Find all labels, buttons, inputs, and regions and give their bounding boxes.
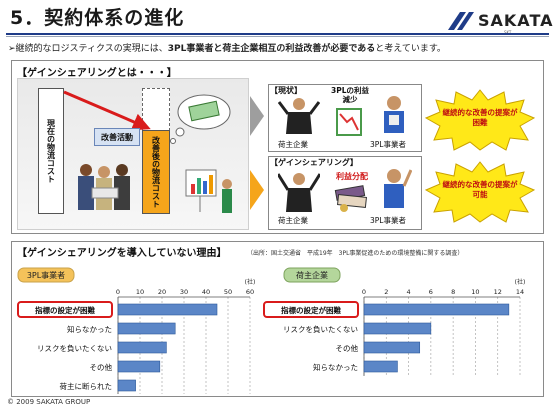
chart1-tick-label: 6 bbox=[429, 288, 433, 296]
provider-worker-icon bbox=[384, 96, 404, 133]
chart0-tick-label: 0 bbox=[116, 288, 120, 296]
profit-down-label: 3PLの利益減少 bbox=[331, 86, 369, 104]
status-now-shipper: 荷主企業 bbox=[278, 140, 308, 149]
chart0-tick-label: 30 bbox=[180, 288, 188, 296]
chart0-title-pill bbox=[17, 267, 75, 283]
chart0-tick-label: 40 bbox=[202, 288, 210, 296]
cost-reduction-arrow-icon bbox=[63, 90, 151, 131]
status-now-provider: 3PL事業者 bbox=[370, 140, 406, 149]
gainsharing-title: 【ゲインシェアリングとは・・・】 bbox=[17, 68, 177, 79]
intro-prefix: 継続的なロジスティクスの実現には、 bbox=[15, 44, 168, 54]
chart0-category-label: その他 bbox=[90, 362, 113, 372]
status-now-label: 【現状】 bbox=[270, 86, 302, 95]
arrow-gs-icon bbox=[250, 170, 264, 210]
chart0-tick-label: 50 bbox=[224, 288, 232, 296]
logo-text: SAKATA bbox=[478, 11, 554, 30]
improvement-activity-label: 改善活動 bbox=[94, 128, 140, 146]
reasons-panel bbox=[11, 241, 544, 397]
company-logo: SAKATA SKT bbox=[444, 8, 553, 35]
burst-now-text: 継続的な改善の提案が困難 bbox=[442, 108, 518, 128]
chart1-tick-label: 10 bbox=[471, 288, 479, 296]
chart0-category-label: リスクを負いたくない bbox=[37, 343, 112, 353]
chart1-tick-label: 14 bbox=[516, 288, 524, 296]
burst-gs-text: 継続的な改善の提案が可能 bbox=[442, 180, 518, 200]
chart1-tick-label: 2 bbox=[384, 288, 388, 296]
intro-bold: 3PL事業者と荷主企業相互の利益改善が必要である bbox=[167, 44, 376, 54]
chart1-bar bbox=[363, 303, 510, 316]
logo-subtext: SKT bbox=[504, 30, 511, 35]
profit-split-label: 利益分配 bbox=[336, 172, 368, 181]
money-stack-icon bbox=[334, 185, 367, 212]
chart1-category-label: リスクを負いたくない bbox=[283, 324, 358, 334]
chart1-bar bbox=[363, 360, 398, 373]
intro-text: ➢継続的なロジスティクスの実現には、3PL事業者と荷主企業相互の利益改善が必要で… bbox=[8, 41, 446, 54]
chart1-category-label: その他 bbox=[336, 343, 359, 353]
downtrend-chart-icon bbox=[336, 108, 362, 136]
reasons-source: （出所：国土交通省 平成19年 3PL事業促進のための環境整備に関する調査） bbox=[247, 250, 464, 257]
burst-gs-icon bbox=[424, 161, 536, 223]
chart0-category-label: 荷主に断られた bbox=[60, 381, 113, 391]
status-gs-shipper: 荷主企業 bbox=[278, 216, 308, 225]
arrow-now-icon bbox=[250, 96, 264, 136]
chart0-bar bbox=[117, 322, 176, 335]
title-rule bbox=[6, 33, 549, 35]
intro-suffix: と考えています。 bbox=[375, 44, 446, 54]
chart1-category-label: 指標の設定が困難 bbox=[281, 305, 341, 315]
chart0-category-label: 知らなかった bbox=[67, 324, 112, 334]
status-gs-provider: 3PL事業者 bbox=[370, 216, 406, 225]
chart1-tick-label: 12 bbox=[494, 288, 502, 296]
chart0-unit: (社) bbox=[245, 278, 256, 286]
presenter-chart-icon bbox=[185, 169, 232, 213]
chart0-tick-label: 20 bbox=[158, 288, 166, 296]
logo-mark-icon bbox=[448, 12, 474, 30]
chart0-highlight-box bbox=[17, 301, 113, 318]
improved-cost-box: 改善後の物流コスト bbox=[142, 130, 170, 214]
chart0-title: 3PL事業者 bbox=[27, 270, 65, 280]
chart0-bar bbox=[117, 379, 136, 392]
chart1-highlight-box bbox=[263, 301, 359, 318]
footer-copyright: © 2009 SAKATA GROUP bbox=[7, 398, 91, 406]
reasons-title: 【ゲインシェアリングを導入していない理由】 bbox=[17, 248, 227, 259]
bullet-arrow-icon: ➢ bbox=[8, 44, 16, 54]
shipper-man-icon bbox=[278, 98, 320, 134]
chart1-tick-label: 0 bbox=[362, 288, 366, 296]
chart0-tick-label: 10 bbox=[136, 288, 144, 296]
burst-now-icon bbox=[424, 89, 536, 151]
status-gs-label: 【ゲインシェアリング】 bbox=[270, 158, 358, 167]
money-cloud-icon bbox=[170, 94, 231, 144]
team-meeting-icon bbox=[78, 164, 130, 210]
reasons-charts: 3PL事業者(社)0 10 20 30 40 50 60指標の設定が困難知らなかったリスクを… bbox=[17, 267, 526, 394]
chart1-bar bbox=[363, 341, 421, 354]
chart0-tick-label: 60 bbox=[246, 288, 254, 296]
chart1-tick-label: 4 bbox=[407, 288, 411, 296]
title-rule-thin bbox=[6, 36, 549, 37]
chart1-unit: (社) bbox=[515, 278, 526, 286]
chart0-bar bbox=[117, 360, 161, 373]
chart1-category-label: 知らなかった bbox=[313, 362, 358, 372]
current-cost-box: 現在の物流コスト bbox=[38, 88, 64, 214]
chart0-bar bbox=[117, 341, 167, 354]
shipper-celebrate-icon bbox=[278, 173, 320, 212]
chart1-title: 荷主企業 bbox=[296, 270, 328, 280]
chart0-bar bbox=[117, 303, 218, 316]
page-title: 5．契約体系の進化 bbox=[10, 7, 185, 29]
chart1-title-pill bbox=[283, 267, 341, 283]
chart1-bar bbox=[363, 322, 432, 335]
chart1-tick-label: 8 bbox=[451, 288, 455, 296]
chart0-category-label: 指標の設定が困難 bbox=[35, 305, 95, 315]
provider-cheer-icon bbox=[384, 169, 412, 208]
